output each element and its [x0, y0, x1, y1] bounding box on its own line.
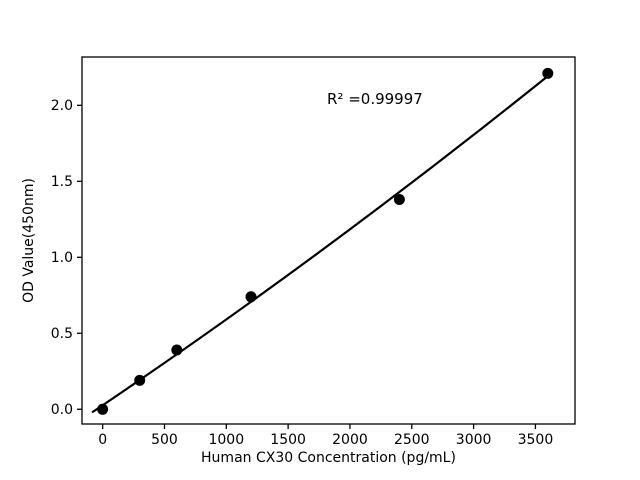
y-tick-label: 1.5 — [51, 174, 73, 190]
data-point — [134, 374, 146, 386]
x-tick-label: 0 — [98, 432, 107, 448]
fit-line — [91, 75, 549, 413]
plot-frame — [81, 56, 576, 425]
x-tick-label: 500 — [151, 432, 178, 448]
x-tick-label: 2000 — [332, 432, 368, 448]
data-point — [542, 67, 554, 79]
y-axis-label: OD Value(450nm) — [21, 178, 37, 303]
data-point — [245, 291, 257, 303]
data-point — [97, 403, 109, 415]
y-axis-ticks: 0.0 0.5 1.0 1.5 2.0 — [51, 98, 82, 418]
y-tick-label: 0.5 — [51, 326, 73, 342]
data-points — [97, 67, 554, 415]
x-tick-label: 1000 — [208, 432, 244, 448]
y-tick-label: 0.0 — [51, 402, 73, 418]
y-tick-label: 2.0 — [51, 98, 73, 114]
y-tick-label: 1.0 — [51, 250, 73, 266]
x-tick-label: 3000 — [456, 432, 492, 448]
x-tick-label: 1500 — [270, 432, 306, 448]
x-tick-label: 2500 — [394, 432, 430, 448]
x-axis-ticks: 0 500 1000 1500 2000 2500 3000 3500 — [98, 424, 553, 448]
data-point — [171, 344, 183, 356]
x-tick-label: 3500 — [518, 432, 554, 448]
x-axis-label: Human CX30 Concentration (pg/mL) — [201, 450, 456, 466]
r-squared-annotation: R² =0.99997 — [327, 90, 423, 108]
data-point — [393, 194, 405, 205]
